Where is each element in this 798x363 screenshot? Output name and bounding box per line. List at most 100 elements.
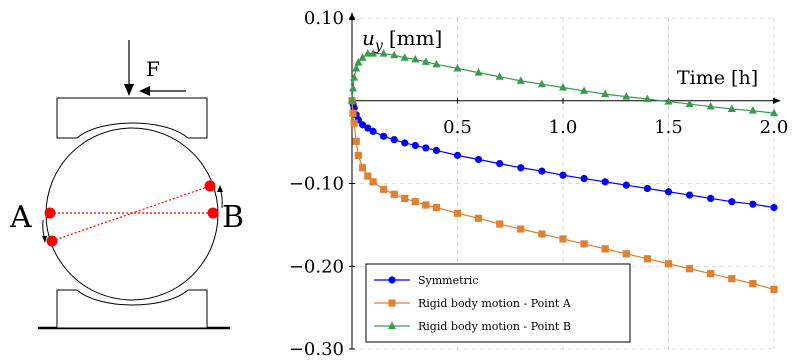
data-point	[369, 127, 377, 135]
point-b-label: B	[222, 200, 244, 235]
y-axis-arrowhead	[349, 12, 355, 20]
legend-swatch-marker	[388, 299, 396, 307]
data-point	[380, 185, 388, 193]
data-point	[728, 275, 736, 283]
legend-label: Symmetric	[418, 274, 478, 287]
x-axis-arrowhead	[773, 97, 781, 104]
data-point	[664, 260, 673, 268]
data-point	[352, 137, 360, 145]
data-point	[369, 178, 377, 186]
y-tick-label: −0.30	[289, 339, 344, 360]
point-b-displaced-marker	[204, 180, 216, 192]
data-point	[352, 63, 361, 72]
axes: 0.10 −0.10 −0.20 −0.30 0.5 1.0 1.5 2.0	[289, 8, 788, 360]
data-point	[622, 92, 631, 100]
data-point	[348, 96, 356, 104]
data-point	[770, 285, 778, 294]
series-2	[348, 97, 778, 294]
data-point	[770, 203, 778, 212]
data-point	[770, 108, 778, 117]
x-tick-label: 0.5	[443, 117, 472, 138]
legend-swatch-marker	[388, 276, 396, 284]
point-a-initial-marker	[44, 207, 56, 219]
data-point	[390, 50, 399, 59]
data-point	[354, 151, 362, 159]
data-point	[350, 73, 359, 81]
data-point	[421, 57, 430, 65]
displacement-chart: 0.10 −0.10 −0.20 −0.30 0.5 1.0 1.5 2.0 uy [mm] T…	[289, 8, 788, 360]
data-point	[749, 200, 757, 208]
data-point	[601, 178, 609, 186]
data-point	[358, 164, 367, 172]
data-point	[686, 191, 694, 199]
data-point	[727, 104, 736, 113]
shear-load-arrowhead	[139, 86, 150, 96]
data-point	[495, 72, 504, 80]
data-point	[411, 141, 419, 150]
point-a-displaced-marker	[46, 235, 58, 247]
legend: Symmetric Rigid body motion - Point A Rigi…	[365, 263, 631, 343]
data-point	[748, 106, 757, 114]
specimen-disc	[45, 127, 219, 301]
data-point	[580, 86, 589, 94]
data-point	[516, 76, 525, 84]
data-point	[685, 99, 694, 108]
data-point	[401, 139, 409, 147]
legend-label: Rigid body motion - Point B	[418, 320, 571, 333]
compression-test-schematic: F A B	[9, 40, 244, 330]
data-point	[517, 164, 525, 172]
data-point	[496, 160, 504, 168]
x-tick-label: 1.5	[654, 117, 683, 138]
y-tick-label: 0.10	[304, 8, 344, 29]
x-axis-label: Time [h]	[677, 67, 758, 89]
data-point	[538, 167, 546, 175]
data-point	[580, 240, 588, 248]
data-point	[474, 68, 483, 76]
data-point	[453, 63, 462, 72]
data-point	[422, 144, 430, 152]
force-label: F	[146, 57, 160, 81]
point-b-initial-marker	[207, 207, 219, 219]
data-point	[390, 136, 398, 144]
legend-swatch-marker	[388, 321, 396, 329]
data-point	[453, 209, 462, 217]
x-tick-label: 1.0	[549, 117, 578, 138]
data-point	[390, 190, 398, 198]
data-point	[380, 132, 388, 140]
data-point	[422, 201, 430, 209]
legend-entry: Rigid body motion - Point B	[374, 320, 571, 333]
data-point	[411, 198, 419, 206]
data-point	[643, 255, 651, 263]
data-point	[707, 270, 715, 278]
upper-platen	[56, 97, 208, 139]
legend-entry: Symmetric	[374, 274, 478, 287]
data-point	[538, 230, 546, 238]
data-point	[559, 83, 567, 91]
data-point	[475, 155, 483, 164]
data-point	[363, 49, 372, 57]
data-point	[559, 171, 567, 179]
data-point	[411, 54, 420, 63]
data-point	[432, 59, 441, 68]
data-point	[358, 53, 367, 61]
data-point	[706, 102, 715, 110]
legend-label: Rigid body motion - Point A	[418, 297, 572, 310]
x-tick-label: 2.0	[760, 117, 789, 138]
data-point	[364, 124, 372, 132]
point-a-arrowhead	[42, 236, 47, 243]
data-point	[401, 194, 409, 202]
data-point	[622, 250, 630, 258]
data-point	[707, 194, 715, 202]
data-point	[559, 235, 567, 243]
vertical-load-arrowhead	[124, 84, 134, 96]
data-point	[580, 174, 588, 183]
data-point	[349, 109, 357, 117]
data-point	[664, 97, 673, 105]
data-point	[664, 188, 673, 196]
lower-platen	[56, 289, 208, 329]
y-tick-label: −0.10	[289, 174, 344, 195]
data-point	[364, 172, 372, 180]
data-point	[643, 94, 652, 103]
data-point	[432, 146, 440, 154]
